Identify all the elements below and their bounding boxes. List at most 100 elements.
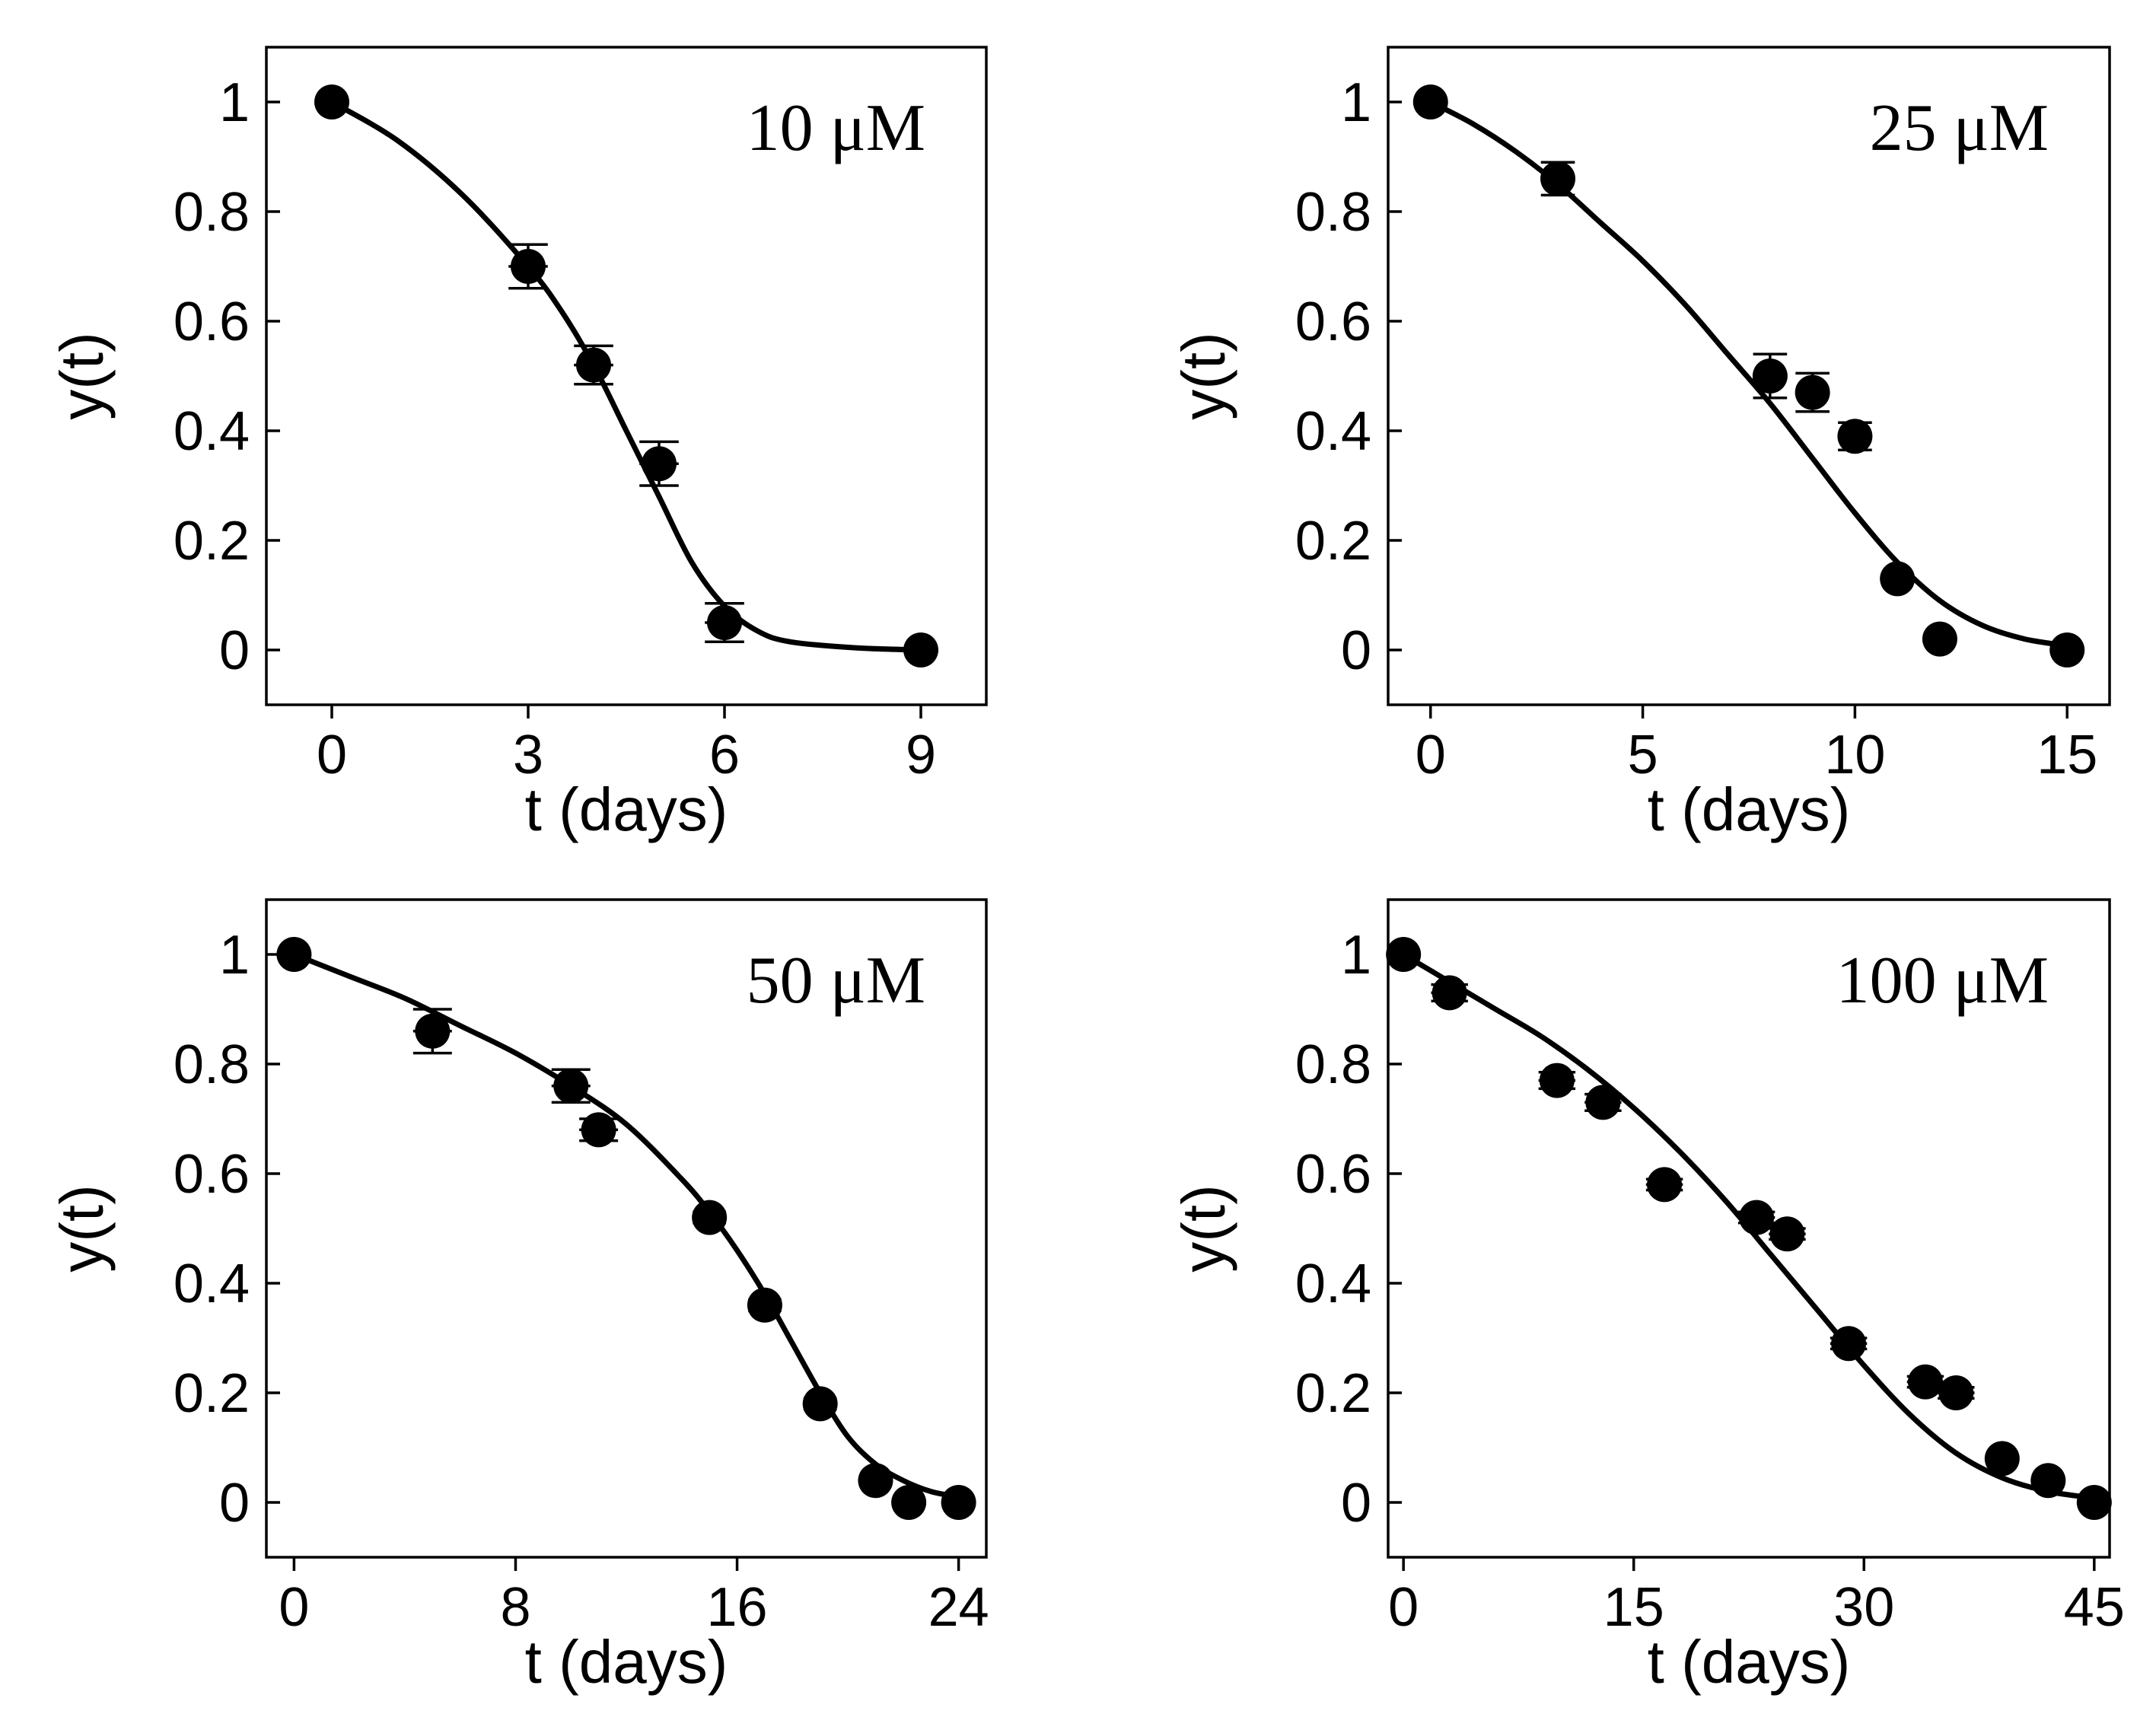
x-tick-label: 10 bbox=[1824, 725, 1885, 785]
data-marker bbox=[2030, 1463, 2066, 1499]
x-tick-label: 24 bbox=[928, 1577, 989, 1638]
data-marker bbox=[692, 1200, 728, 1235]
y-axis-label: y(t) bbox=[1170, 1184, 1237, 1273]
y-tick-label: 1 bbox=[1341, 925, 1371, 986]
panel-4: 0 0.2 0.4 0.6 0.8 1 0 15 30 45 t (days) y(t) 100 μM bbox=[1170, 898, 2125, 1696]
fit-curve bbox=[1428, 99, 2070, 648]
y-tick-label: 0.4 bbox=[174, 401, 250, 462]
data-marker bbox=[1837, 419, 1873, 454]
data-marker bbox=[2049, 632, 2085, 667]
data-point bbox=[1538, 1063, 1576, 1098]
panel-title: 25 μM bbox=[1870, 91, 2049, 165]
data-point bbox=[2076, 1485, 2112, 1520]
y-tick-label: 0 bbox=[1341, 1473, 1371, 1534]
y-tick-label: 0.6 bbox=[1295, 292, 1371, 352]
data-marker bbox=[314, 84, 349, 119]
y-tick-label: 0 bbox=[219, 1473, 250, 1534]
data-marker bbox=[1922, 621, 1957, 657]
data-point bbox=[1412, 84, 1448, 119]
data-marker bbox=[1539, 1063, 1575, 1098]
panel-1: 0 0.2 0.4 0.6 0.8 1 0 3 6 9 t (days) y(t) 10 μM bbox=[48, 46, 988, 843]
y-tick-label: 0.4 bbox=[1295, 401, 1371, 462]
data-marker bbox=[747, 1287, 782, 1323]
x-tick-label: 16 bbox=[706, 1577, 767, 1638]
y-tick-label: 0.6 bbox=[1295, 1144, 1371, 1205]
data-marker bbox=[802, 1386, 838, 1422]
panel-2: 00.20.40.60.810 5 10 15t (days)y(t)25 μM bbox=[1170, 46, 2111, 843]
x-tick-label: 0 bbox=[317, 725, 347, 785]
data-point bbox=[903, 632, 938, 667]
data-point bbox=[858, 1463, 893, 1499]
x-axis-label: t (days) bbox=[1648, 1628, 1851, 1696]
data-marker bbox=[891, 1485, 927, 1520]
fit-curve bbox=[291, 951, 962, 1500]
data-point bbox=[574, 344, 613, 386]
data-marker bbox=[642, 446, 677, 482]
data-point bbox=[802, 1386, 838, 1422]
data-marker bbox=[1880, 561, 1916, 597]
data-point bbox=[1769, 1216, 1806, 1252]
data-point bbox=[1540, 161, 1576, 197]
data-marker bbox=[941, 1485, 976, 1520]
data-point bbox=[1386, 937, 1422, 972]
x-axis-label: t (days) bbox=[525, 776, 728, 843]
data-marker bbox=[1769, 1216, 1805, 1252]
x-tick-label: 15 bbox=[2037, 725, 2097, 785]
plot-frame bbox=[1387, 898, 2111, 1559]
data-point bbox=[1645, 1167, 1683, 1203]
data-marker bbox=[1412, 84, 1448, 119]
data-point bbox=[1431, 975, 1468, 1011]
data-point bbox=[1922, 621, 1957, 657]
x-tick-label: 0 bbox=[1416, 725, 1446, 785]
data-point bbox=[551, 1068, 591, 1104]
y-tick-label: 0.2 bbox=[1295, 511, 1371, 572]
data-point bbox=[1752, 352, 1788, 400]
data-marker bbox=[1907, 1364, 1943, 1400]
data-marker bbox=[553, 1068, 589, 1104]
y-tick-label: 0 bbox=[1341, 620, 1371, 681]
panel-3: 0 0.2 0.4 0.6 0.8 1 0 8 16 24 t (days) y(t) 50 μM bbox=[48, 898, 989, 1696]
data-point bbox=[2049, 632, 2085, 667]
y-tick-label: 0.4 bbox=[174, 1254, 250, 1314]
y-axis-label: y(t) bbox=[48, 1184, 116, 1273]
data-point bbox=[705, 602, 744, 643]
panel-title: 10 μM bbox=[747, 91, 925, 165]
x-tick-label: 0 bbox=[1388, 1577, 1419, 1638]
data-point bbox=[1984, 1441, 2020, 1477]
data-point bbox=[941, 1485, 976, 1520]
x-tick-label: 3 bbox=[513, 725, 543, 785]
x-tick-label: 9 bbox=[906, 725, 936, 785]
x-axis-label: t (days) bbox=[525, 1628, 728, 1696]
data-point bbox=[314, 84, 349, 119]
x-tick-label: 5 bbox=[1628, 725, 1658, 785]
x-axis-label: t (days) bbox=[1648, 776, 1851, 843]
data-point bbox=[891, 1485, 927, 1520]
data-marker bbox=[1752, 358, 1788, 393]
data-marker bbox=[576, 347, 611, 383]
data-marker bbox=[415, 1013, 451, 1049]
y-tick-label: 0.6 bbox=[174, 1144, 250, 1205]
data-point bbox=[1837, 419, 1873, 454]
x-tick-label: 6 bbox=[709, 725, 740, 785]
data-marker bbox=[1585, 1085, 1621, 1120]
y-tick-label: 0.2 bbox=[1295, 1363, 1371, 1424]
data-point bbox=[639, 440, 679, 487]
y-tick-label: 0.4 bbox=[1295, 1254, 1371, 1314]
data-marker bbox=[1938, 1375, 1974, 1410]
data-marker bbox=[1795, 374, 1830, 410]
data-point bbox=[579, 1112, 619, 1148]
data-point bbox=[1737, 1200, 1775, 1235]
y-tick-label: 1 bbox=[1341, 72, 1371, 133]
x-tick-label: 30 bbox=[1833, 1577, 1894, 1638]
y-tick-label: 0.8 bbox=[174, 182, 250, 243]
data-point bbox=[276, 937, 312, 972]
plot-frame bbox=[265, 898, 988, 1559]
y-tick-label: 1 bbox=[219, 925, 250, 986]
data-marker bbox=[1431, 975, 1467, 1011]
panel-title: 100 μM bbox=[1836, 944, 2049, 1018]
y-tick-label: 0.2 bbox=[174, 511, 250, 572]
data-marker bbox=[1984, 1441, 2020, 1477]
y-axis-label: y(t) bbox=[1170, 332, 1237, 420]
data-marker bbox=[511, 249, 546, 284]
